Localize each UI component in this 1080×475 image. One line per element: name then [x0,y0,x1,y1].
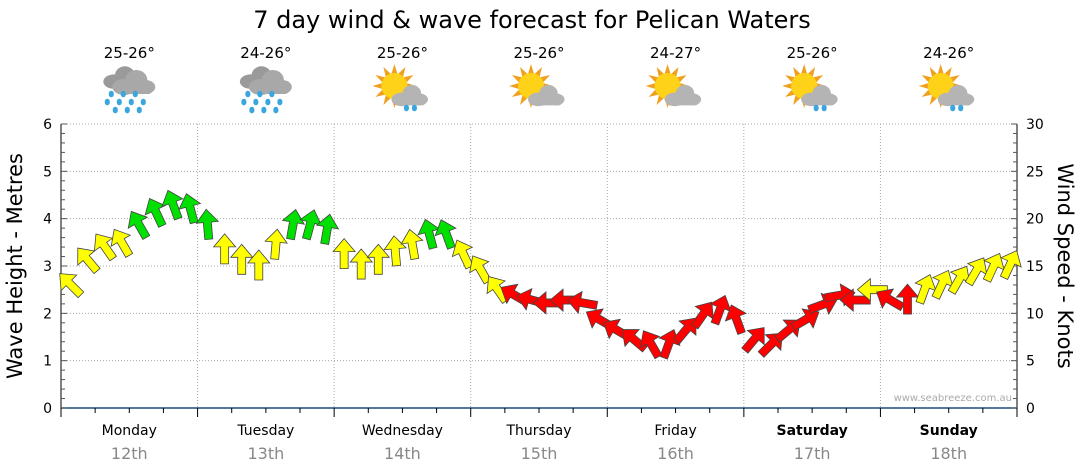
wind-arrow [724,304,748,335]
temperature-range: 24-26° [923,44,974,62]
date-label: 12th [111,444,148,463]
wind-arrow [144,197,167,228]
wind-arrow [672,317,697,345]
date-label: 13th [247,444,284,463]
temperature-range: 25-26° [513,44,564,62]
temperature-range: 25-26° [787,44,838,62]
right-tick-label: 0 [1026,401,1035,417]
day-label: Monday [102,423,157,439]
right-tick-label: 10 [1026,306,1044,322]
day-label: Sunday [920,423,978,439]
wind-arrow [856,277,888,302]
wind-arrow [566,290,599,315]
day-label: Wednesday [362,423,443,439]
wind-arrow [383,235,407,267]
partly-cloudy-icon [645,64,702,108]
wind-arrow [790,308,820,331]
temperature-range: 24-26° [240,44,291,62]
date-label: 18th [930,444,967,463]
chart-title: 7 day wind & wave forecast for Pelican W… [253,6,811,34]
wind-arrow [281,208,306,241]
wind-arrow [999,249,1022,280]
left-tick-label: 2 [43,306,52,322]
right-tick-label: 5 [1026,354,1035,370]
grid [61,123,1017,408]
partly-cloudy-icon [509,64,565,108]
date-label: 17th [794,444,831,463]
wind-arrow [451,239,474,270]
partly-cloudy-showers-icon [918,64,975,112]
heavy-rain-icon [103,66,156,114]
wind-arrow [246,249,271,281]
wind-arrow [161,189,184,221]
wind-arrow [59,273,85,299]
wind-arrow [127,210,151,240]
wind-arrow [469,255,492,285]
date-label: 15th [521,444,558,463]
left-tick-label: 1 [43,354,52,370]
left-tick-label: 6 [43,117,52,133]
wind-arrow [876,288,906,312]
watermark: www.seabreeze.com.au [894,393,1012,404]
left-tick-label: 0 [43,401,52,417]
right-tick-label: 20 [1026,212,1044,228]
wind-arrow [332,238,357,270]
date-label: 14th [384,444,421,463]
weather-icons: 25-26° 24-26° 25-26° 25-26° 24-27° 25-26° 24-2… [103,44,975,114]
left-tick-label: 5 [43,164,52,180]
temperature-range: 25-26° [377,44,428,62]
date-label: 16th [657,444,694,463]
right-axis-title: Wind Speed - Knots [1053,163,1077,368]
temperature-range: 25-26° [104,44,155,62]
wind-arrow [434,219,457,250]
wind-arrow [315,213,340,245]
wind-arrow [639,330,663,360]
right-tick-label: 15 [1026,259,1044,275]
partly-cloudy-showers-icon [782,64,838,112]
partly-cloudy-showers-icon [372,64,428,112]
wind-arrow [178,193,202,225]
day-label: Thursday [505,423,571,439]
left-tick-label: 4 [43,212,52,228]
wind-arrow [757,332,783,358]
wind-arrow [400,228,424,261]
left-axis-title: Wave Height - Metres [3,153,27,379]
day-label: Tuesday [236,423,294,439]
wind-arrow [77,247,101,275]
wind-arrow [110,228,134,258]
right-tick-label: 25 [1026,164,1044,180]
wind-arrow [195,208,220,241]
wind-arrow [93,233,118,262]
wind-arrow [366,243,391,275]
wind-arrow [212,233,237,265]
wind-arrow [229,243,254,275]
day-label: Friday [654,423,696,439]
left-tick-label: 3 [43,259,52,275]
day-label: Saturday [777,423,848,439]
axes: 0 1 2 3 4 5 6 0 5 10 15 20 25 30 Monday 12th Tuesday 13th… [43,117,1044,463]
wind-arrow [264,228,288,260]
temperature-range: 24-27° [650,44,701,62]
wind-arrow [349,248,374,280]
wind-arrow [982,252,1005,283]
heavy-rain-icon [239,66,292,114]
wind-arrow [741,327,765,354]
wind-arrows [59,189,1022,360]
right-tick-label: 30 [1026,117,1044,133]
